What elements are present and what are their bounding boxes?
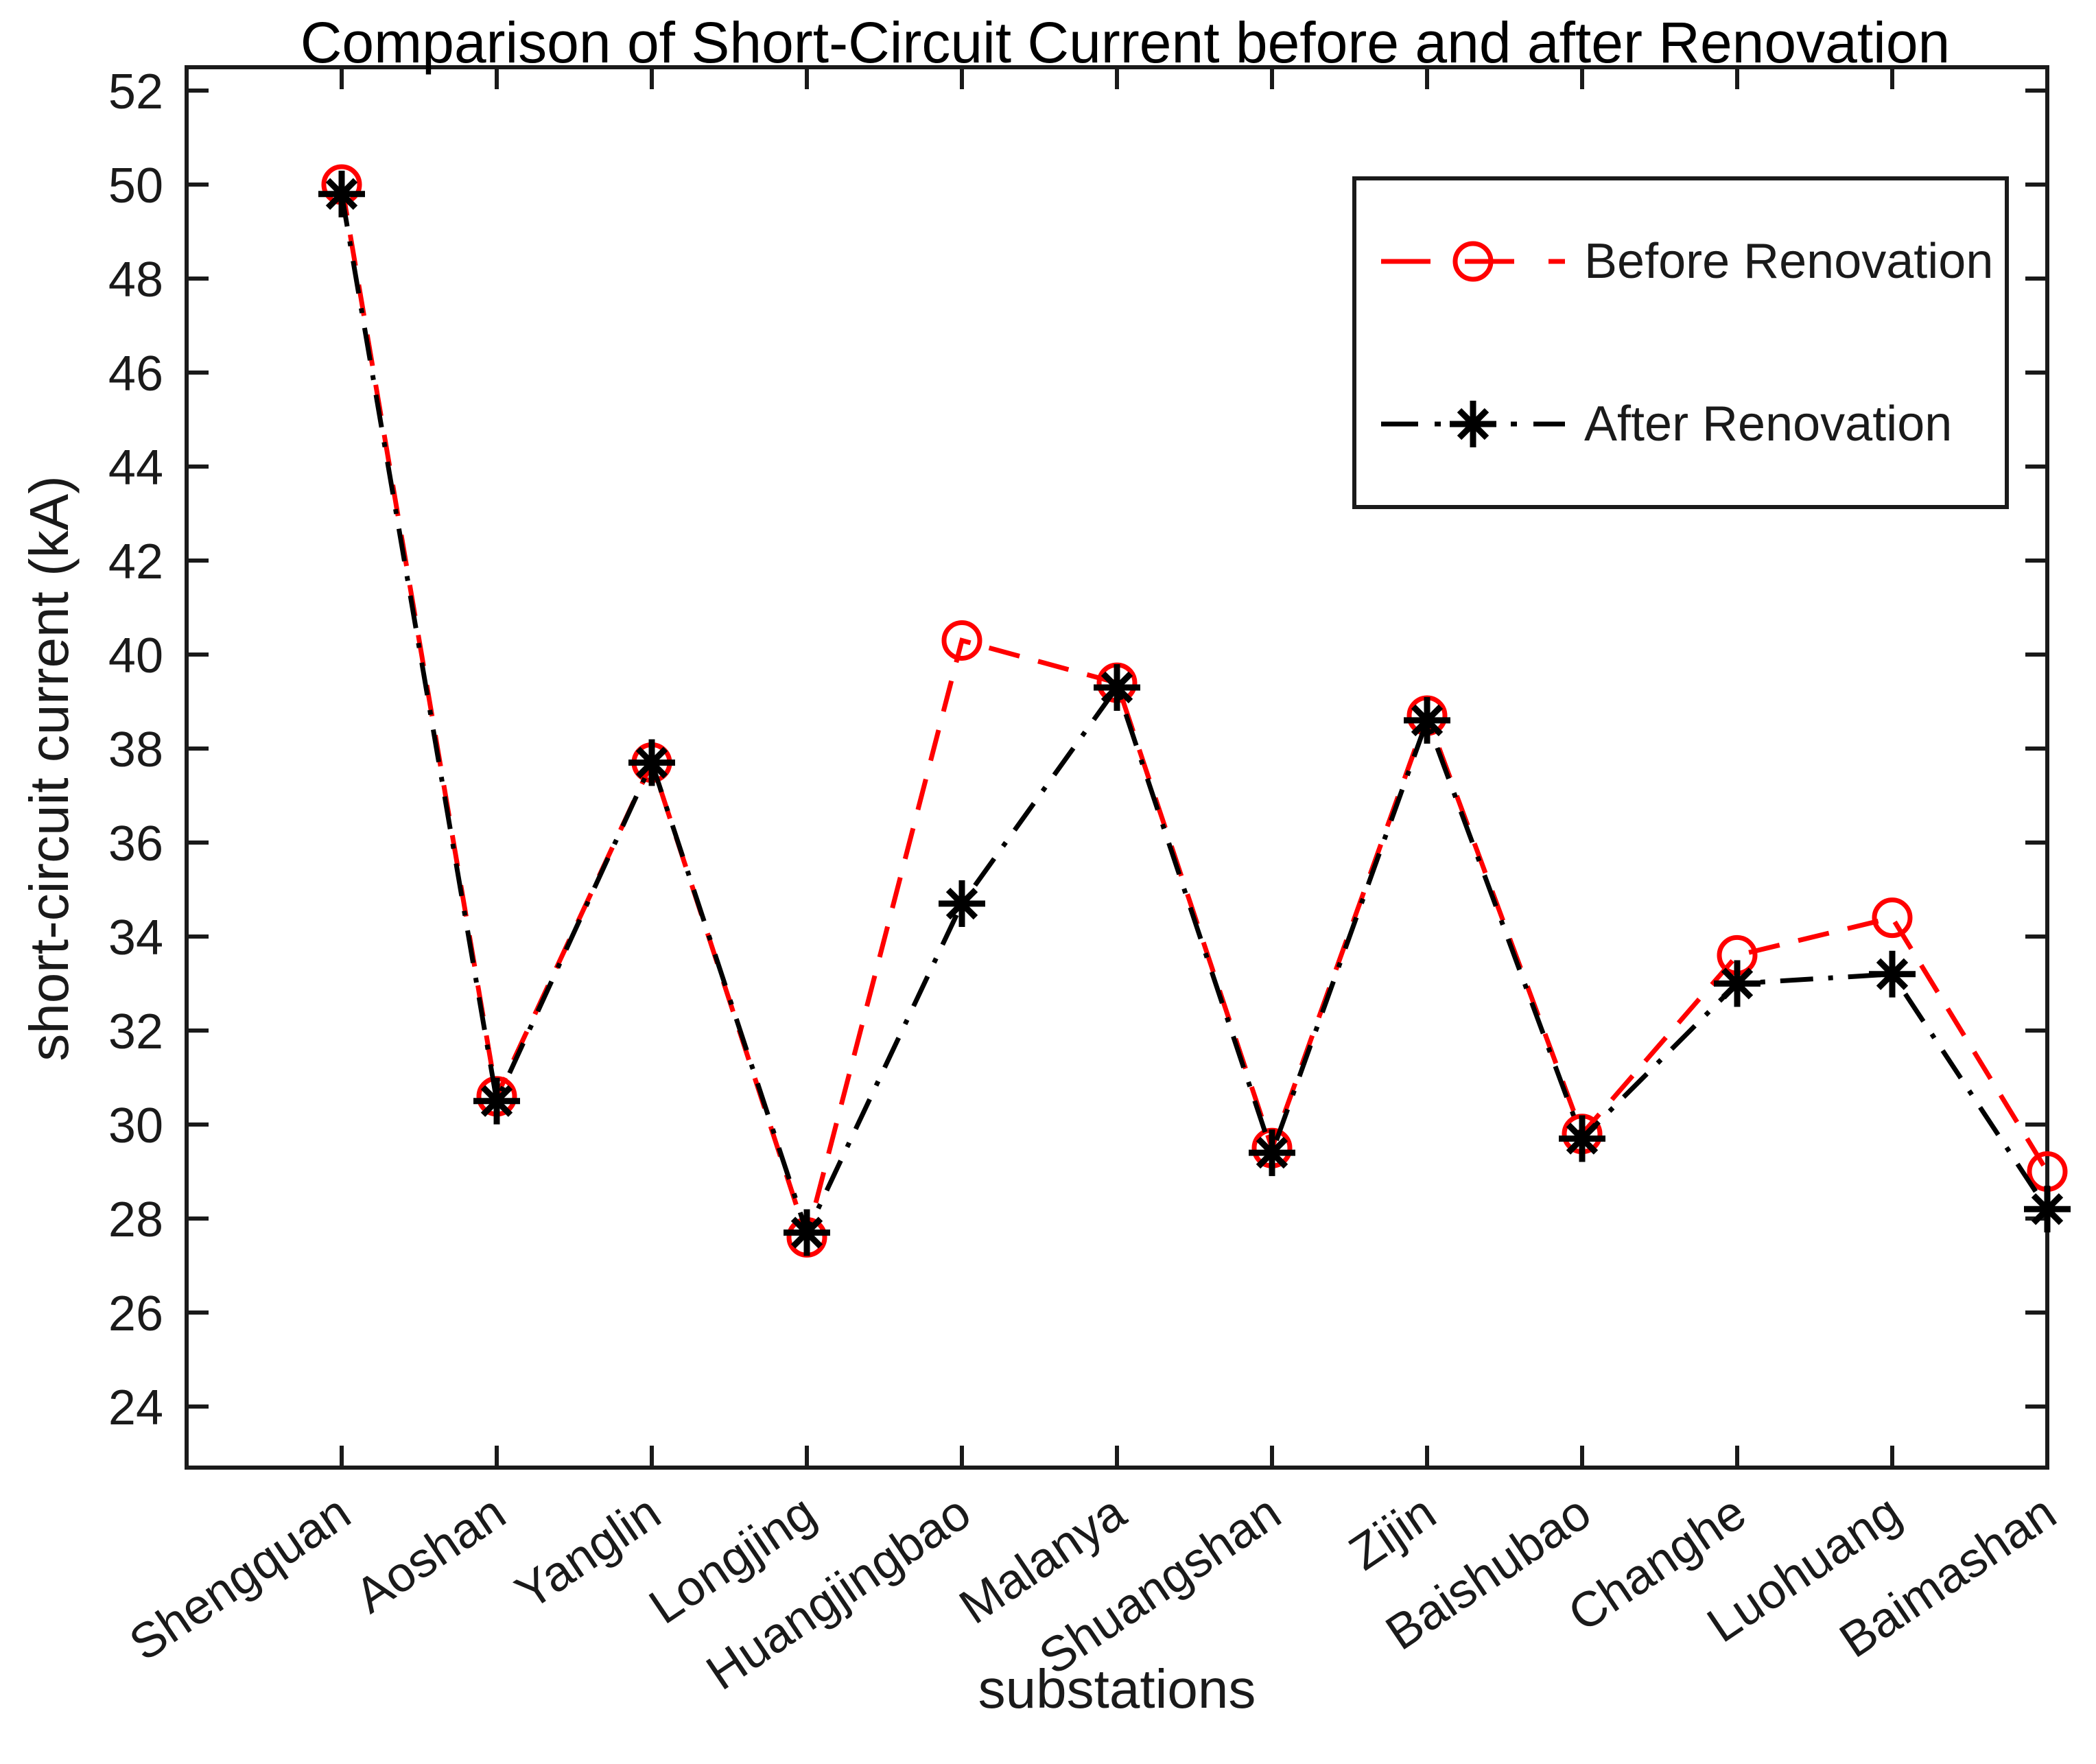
chart-title: Comparison of Short-Circuit Current befo… xyxy=(300,10,1951,75)
svg-text:26: 26 xyxy=(108,1286,163,1341)
svg-text:24: 24 xyxy=(108,1380,163,1435)
svg-text:Zijin: Zijin xyxy=(1340,1485,1446,1581)
svg-text:46: 46 xyxy=(108,346,163,401)
svg-text:40: 40 xyxy=(108,628,163,683)
circle-marker-icon xyxy=(1381,241,1565,282)
svg-text:28: 28 xyxy=(108,1192,163,1247)
svg-text:Shengquan: Shengquan xyxy=(120,1485,360,1671)
y-ticks xyxy=(187,89,2047,1409)
svg-text:30: 30 xyxy=(108,1098,163,1153)
series-line-after-renovation xyxy=(339,193,2049,1239)
legend-item-before: Before Renovation xyxy=(1380,230,2005,293)
asterisk-marker-icon xyxy=(1381,400,1565,447)
legend-label-before: Before Renovation xyxy=(1584,234,1994,290)
legend-item-after: After Renovation xyxy=(1380,392,2005,456)
svg-text:36: 36 xyxy=(108,816,163,871)
legend-sample-circle xyxy=(1381,241,1565,282)
y-tick-labels: 24 26 28 30 32 34 36 38 40 42 44 46 48 50 52 xyxy=(108,64,163,1435)
y-axis-label: short-circuit current (kA) xyxy=(19,475,80,1061)
legend-label-after: After Renovation xyxy=(1584,396,1953,451)
x-ticks xyxy=(340,67,2049,1468)
legend-sample-asterisk xyxy=(1381,400,1565,447)
x-axis-label: substations xyxy=(978,1658,1256,1719)
svg-text:Huangjingbao: Huangjingbao xyxy=(697,1485,980,1701)
svg-text:52: 52 xyxy=(108,64,163,119)
legend: Before Renovation After Renovation xyxy=(1352,176,2009,509)
svg-text:48: 48 xyxy=(108,252,163,307)
series-markers-after-renovation xyxy=(318,170,2071,1256)
svg-text:Aoshan: Aoshan xyxy=(346,1485,515,1624)
svg-text:42: 42 xyxy=(108,534,163,589)
svg-text:32: 32 xyxy=(108,1004,163,1059)
svg-text:44: 44 xyxy=(108,440,163,495)
svg-text:34: 34 xyxy=(108,910,163,965)
svg-text:50: 50 xyxy=(108,158,163,213)
svg-text:Yanglin: Yanglin xyxy=(506,1485,670,1621)
svg-text:38: 38 xyxy=(108,722,163,777)
